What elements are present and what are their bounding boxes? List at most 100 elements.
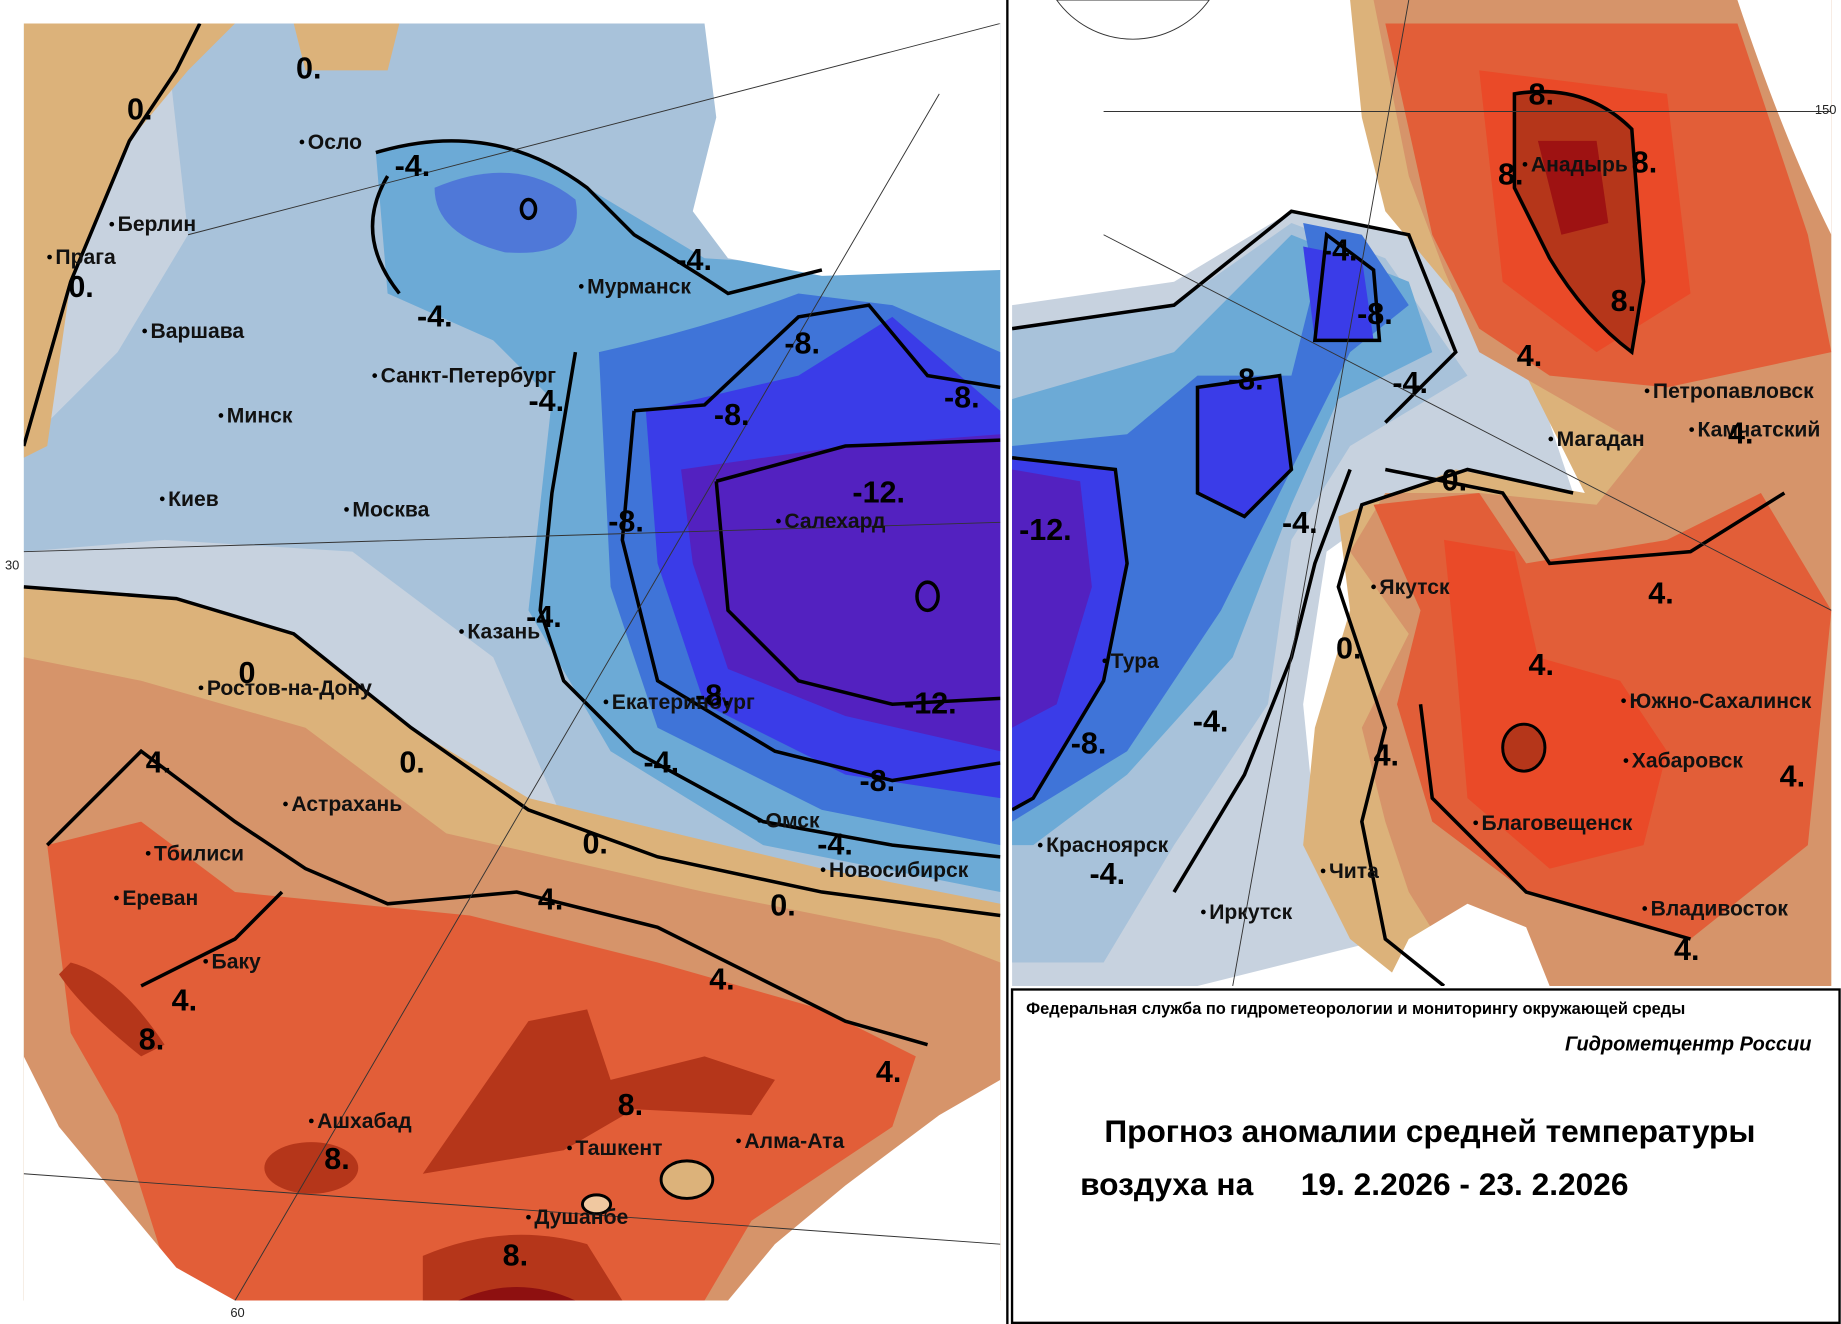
isoline-label: 4.: [876, 1055, 901, 1089]
isoline-label: 0.: [296, 52, 321, 86]
isoline-label: -4.: [817, 827, 853, 861]
isoline-label: -12.: [904, 687, 957, 721]
grid-label: 150: [1815, 102, 1837, 117]
city-dot: [578, 284, 584, 289]
city-label: Мурманск: [587, 275, 691, 298]
city-label: Ташкент: [575, 1137, 662, 1160]
isoline-label: 4.: [1728, 417, 1753, 451]
city-label: Осло: [308, 131, 362, 154]
isoline-label: 4.: [172, 984, 197, 1018]
isoline-label: -8.: [1228, 363, 1264, 397]
center-name: Гидрометцентр России: [1565, 1034, 1811, 1056]
city-dot: [820, 867, 826, 873]
city-label: Ашхабад: [317, 1110, 412, 1133]
isoline-label: 0.: [1336, 631, 1361, 665]
city-label: Казань: [467, 621, 540, 644]
isoline-label: 4.: [1648, 576, 1673, 610]
city-label: Владивосток: [1651, 898, 1789, 921]
city-label: Баку: [212, 950, 261, 973]
city-label: Ростов-на-Дону: [207, 677, 372, 700]
city-label: Киев: [168, 488, 219, 511]
isoline-label: -12.: [852, 475, 905, 509]
city-label: Варшава: [151, 320, 245, 343]
isoline-label: -4.: [676, 243, 712, 277]
city-dot: [1201, 909, 1206, 915]
grid-label: 30: [5, 557, 19, 572]
city-dot: [203, 958, 209, 964]
isoline-label: -8.: [859, 764, 895, 798]
isoline-label: -4.: [1392, 366, 1428, 400]
city-dot: [109, 221, 115, 227]
isoline-label: 0.: [770, 889, 795, 923]
city-dot: [776, 518, 781, 524]
city-label: Алма-Ата: [744, 1130, 844, 1153]
city-dot: [1522, 161, 1528, 167]
isoline-label: 4.: [1674, 933, 1699, 967]
isoline-label: -4.: [417, 299, 453, 333]
city-dot: [344, 507, 349, 512]
isoline-label: 0.: [127, 93, 152, 127]
city-dot: [47, 254, 52, 260]
isoline-label: 8.: [1498, 157, 1523, 191]
isoline-label: -8.: [714, 398, 750, 432]
city-dot: [1320, 868, 1326, 874]
city-dot: [114, 895, 119, 901]
city-label: Иркутск: [1209, 901, 1292, 924]
city-dot: [1037, 842, 1043, 848]
city-label: Южно-Сахалинск: [1629, 690, 1811, 713]
city-dot: [218, 413, 224, 418]
isoline-label: -8.: [695, 678, 731, 712]
city-label: Салехард: [784, 510, 886, 533]
city-dot: [1548, 436, 1554, 442]
title: Прогноз аномалии средней температуры: [1104, 1113, 1755, 1149]
city-dot: [372, 373, 378, 378]
isoline-label: -4.: [1193, 704, 1229, 738]
isoline-label: 4.: [146, 745, 171, 779]
isoline-label: 4.: [1517, 339, 1542, 373]
city-dot: [1621, 698, 1626, 704]
isoline-label: 8.: [503, 1238, 528, 1272]
city-dot: [1689, 427, 1695, 432]
city-dot: [1102, 658, 1108, 664]
left-map-fill: [23, 23, 1001, 1301]
city-label: Чита: [1329, 860, 1379, 883]
city-label: Тура: [1111, 650, 1159, 673]
isoline-label: -4.: [1090, 857, 1126, 891]
city-dot: [299, 139, 305, 145]
city-dot: [1644, 388, 1650, 394]
isoline-label: -8.: [1071, 727, 1107, 761]
city-dot: [1642, 906, 1648, 911]
isoline-label: 0: [239, 656, 256, 690]
isoline-label: -4.: [395, 149, 431, 183]
isoline-label: 4.: [1529, 648, 1554, 682]
city-dot: [603, 699, 609, 705]
city-label: Хабаровск: [1632, 750, 1744, 773]
city-label: Якутск: [1379, 576, 1450, 599]
isoline-label: -4.: [1282, 506, 1318, 540]
city-label: Анадырь: [1531, 153, 1628, 176]
grid-label: 60: [230, 1305, 244, 1320]
isoline-label: 4.: [1374, 738, 1399, 772]
isoline-label: -4.: [643, 745, 679, 779]
city-label: Душанбе: [534, 1206, 628, 1229]
city-dot: [1371, 584, 1376, 590]
city-dot: [142, 328, 147, 334]
isoline-label: -8.: [1357, 297, 1393, 331]
title-prefix: воздуха на: [1080, 1166, 1253, 1202]
city-label: Санкт-Петербург: [381, 365, 557, 388]
isoline-label: -8.: [784, 326, 820, 360]
city-label: Астрахань: [291, 793, 402, 816]
city-label: Екатеринбург: [612, 691, 755, 714]
city-dot: [1473, 820, 1479, 826]
isoline-label: 4.: [538, 883, 563, 917]
city-label: Камчатский: [1698, 419, 1821, 442]
isoline-label: 8.: [618, 1088, 643, 1122]
isoline-label: 8.: [1529, 77, 1554, 111]
city-label: Ереван: [122, 887, 198, 910]
city-dot: [526, 1214, 531, 1220]
city-dot: [459, 629, 464, 634]
isoline-label: 0.: [1442, 464, 1467, 498]
isoline-label: 4.: [1780, 759, 1805, 793]
